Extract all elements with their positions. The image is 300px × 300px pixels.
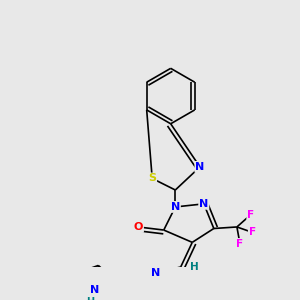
Text: O: O	[134, 222, 143, 232]
Text: F: F	[236, 239, 244, 249]
Text: N: N	[90, 285, 99, 295]
Text: N: N	[151, 268, 160, 278]
Text: H: H	[190, 262, 199, 272]
Text: N: N	[195, 162, 205, 172]
Text: F: F	[249, 227, 256, 237]
Text: H: H	[86, 297, 95, 300]
Text: N: N	[171, 202, 180, 212]
Text: N: N	[199, 199, 208, 209]
Text: S: S	[148, 173, 156, 184]
Text: F: F	[247, 210, 254, 220]
